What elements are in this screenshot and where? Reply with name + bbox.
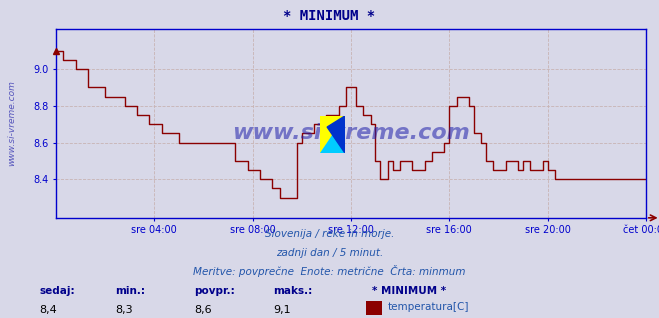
- Text: min.:: min.:: [115, 286, 146, 296]
- Text: * MINIMUM *: * MINIMUM *: [372, 286, 446, 296]
- Text: www.si-vreme.com: www.si-vreme.com: [232, 123, 470, 143]
- Text: 8,3: 8,3: [115, 305, 133, 315]
- Text: * MINIMUM *: * MINIMUM *: [283, 9, 376, 23]
- Text: povpr.:: povpr.:: [194, 286, 235, 296]
- Text: www.si-vreme.com: www.si-vreme.com: [7, 80, 16, 166]
- Text: Meritve: povprečne  Enote: metrične  Črta: minmum: Meritve: povprečne Enote: metrične Črta:…: [193, 265, 466, 277]
- Text: Slovenija / reke in morje.: Slovenija / reke in morje.: [265, 229, 394, 239]
- Text: 8,6: 8,6: [194, 305, 212, 315]
- Text: sedaj:: sedaj:: [40, 286, 75, 296]
- Text: maks.:: maks.:: [273, 286, 313, 296]
- Polygon shape: [320, 116, 345, 153]
- Polygon shape: [320, 116, 345, 153]
- Polygon shape: [327, 116, 345, 153]
- Text: temperatura[C]: temperatura[C]: [387, 302, 469, 312]
- Text: zadnji dan / 5 minut.: zadnji dan / 5 minut.: [276, 248, 383, 258]
- Text: 9,1: 9,1: [273, 305, 291, 315]
- Text: 8,4: 8,4: [40, 305, 57, 315]
